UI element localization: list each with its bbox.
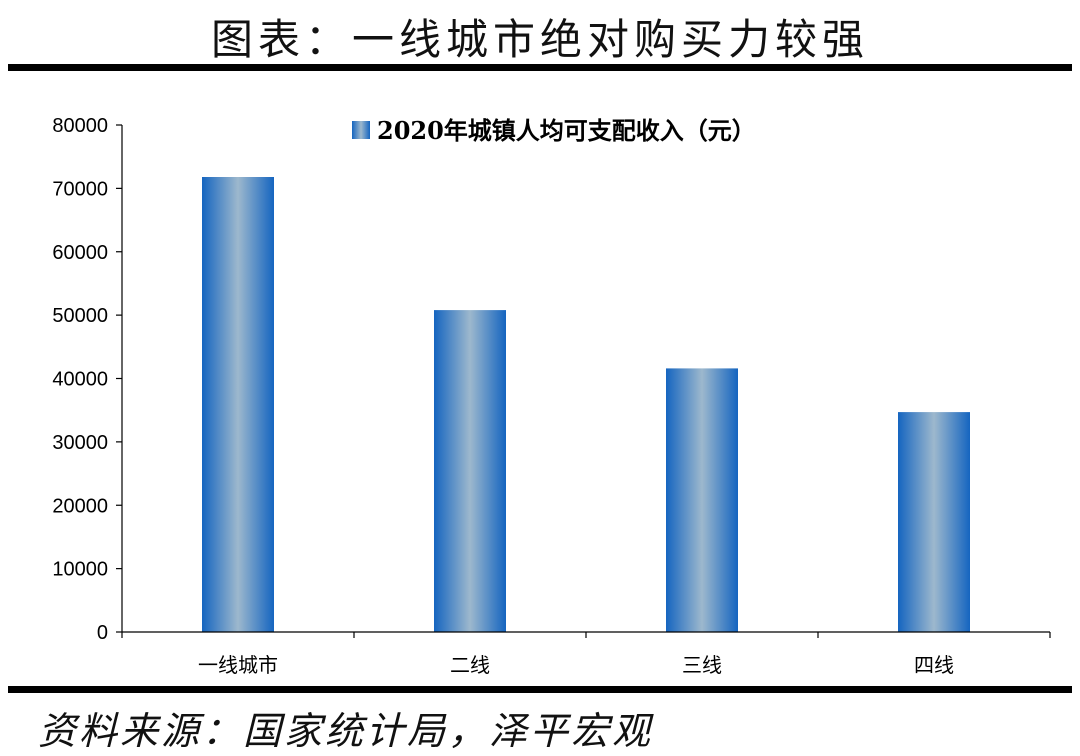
y-tick-label: 30000 [52, 432, 108, 454]
axes-layer: 0 10000 20000 30000 40000 50000 60000 70000 8000… [52, 115, 1051, 677]
legend: 2020年城镇人均可支配收入（元） [352, 116, 756, 145]
y-tick-label: 0 [97, 622, 108, 644]
y-tick-label: 20000 [52, 495, 108, 517]
y-tick-label: 10000 [52, 559, 108, 581]
bar-4 [898, 412, 970, 632]
x-tick-label: 四线 [914, 653, 954, 677]
x-tick-label: 三线 [682, 653, 722, 677]
y-tick-label: 50000 [52, 305, 108, 327]
x-tick-label: 二线 [450, 653, 490, 677]
legend-swatch [352, 121, 370, 139]
bottom-rule [8, 686, 1072, 693]
bar-chart: 0 10000 20000 30000 40000 50000 60000 70000 8000… [52, 115, 1051, 677]
source-note: 资料来源：国家统计局，泽平宏观 [38, 709, 654, 753]
x-tick-label: 一线城市 [198, 653, 278, 677]
figure-title: 图表：一线城市绝对购买力较强 [210, 15, 869, 64]
y-tick-label: 40000 [52, 369, 108, 391]
bars-layer [202, 177, 970, 632]
y-tick-label: 60000 [52, 242, 108, 264]
bar-1 [202, 177, 274, 632]
legend-label: 2020年城镇人均可支配收入（元） [377, 116, 756, 145]
y-tick-label: 70000 [52, 178, 108, 200]
top-rule [8, 64, 1072, 71]
bar-3 [666, 368, 738, 632]
y-tick-label: 80000 [52, 115, 108, 137]
bar-2 [434, 310, 506, 632]
